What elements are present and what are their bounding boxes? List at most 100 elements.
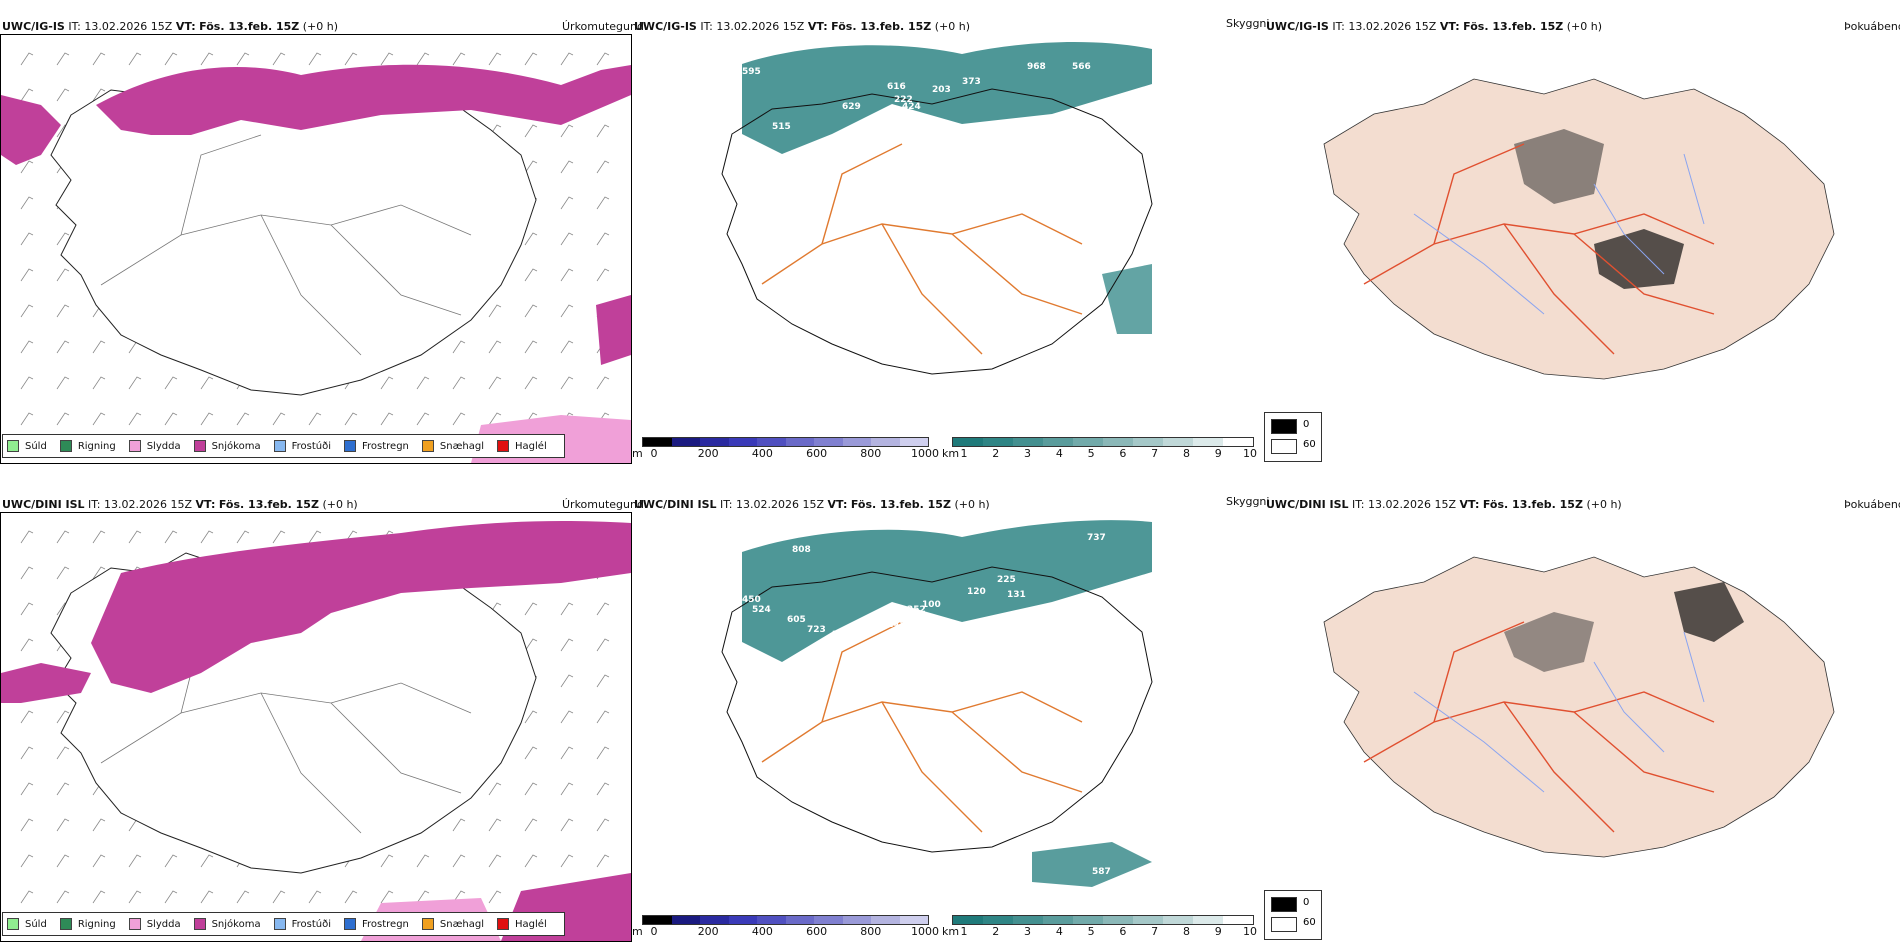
legend-swatch <box>59 440 72 452</box>
colorbar-step <box>983 438 1013 446</box>
station-visibility-label: 373 <box>962 77 981 87</box>
legend-label: Súld <box>25 440 47 452</box>
precip-map-svg <box>1 521 631 941</box>
wind-barb <box>452 890 466 904</box>
legend-swatch <box>273 440 286 452</box>
wind-barb <box>20 340 34 354</box>
wind-barb <box>20 782 34 796</box>
wind-barb <box>560 710 574 724</box>
wind-barb <box>488 304 502 318</box>
wind-barb <box>596 854 610 868</box>
colorbar-tick: 4 <box>1055 447 1063 460</box>
station-visibility-label: 616 <box>887 82 906 92</box>
colorbar-step <box>643 916 672 924</box>
wind-barb <box>344 890 358 904</box>
panel-title: Skyggni <box>1226 17 1270 30</box>
station-visibility-label: 515 <box>772 122 791 132</box>
wind-barb <box>416 854 430 868</box>
colorbar-step <box>1103 438 1133 446</box>
station-visibility-label: 450 <box>742 595 761 605</box>
colorbar-step <box>814 438 843 446</box>
wind-barb <box>56 376 70 390</box>
legend-item: Súld <box>7 918 47 930</box>
colorbar-tick: 200 <box>697 925 719 938</box>
wind-barb <box>452 818 466 832</box>
wind-barb <box>200 890 214 904</box>
legend-item: Slydda <box>128 918 181 930</box>
colorbar-tick: 9 <box>1214 925 1222 938</box>
wind-barb <box>20 602 34 616</box>
visibility-panel: UWC/DINI ISL IT: 13.02.2026 15Z VT: Fös.… <box>632 478 1269 948</box>
station-visibility-label: 629 <box>842 102 861 112</box>
colorbar-strip <box>952 437 1254 447</box>
wind-barb <box>596 160 610 174</box>
wind-barb <box>452 412 466 426</box>
legend-swatch <box>421 918 434 930</box>
colorbar-step <box>1073 438 1103 446</box>
low-vis-north <box>742 520 1152 662</box>
wind-barb <box>56 340 70 354</box>
wind-barb <box>416 412 430 426</box>
wind-barb <box>56 232 70 246</box>
precip-legend: Súld Rigning Slydda Snjókoma Frostúði Frostre… <box>2 912 565 936</box>
panel-title: Þokuábendi <box>1844 20 1900 33</box>
legend-label: Slydda <box>146 440 181 452</box>
station-visibility-label: 222 <box>894 95 913 105</box>
wind-barb <box>20 268 34 282</box>
wind-barb <box>488 52 502 66</box>
wind-barb <box>20 196 34 210</box>
station-visibility-label: 203 <box>932 85 951 95</box>
colorbar-step <box>1073 916 1103 924</box>
wind-barb <box>524 52 538 66</box>
wind-barb <box>596 124 610 138</box>
fog-index-panel: UWC/IG-IS IT: 13.02.2026 15Z VT: Fös. 13… <box>1264 0 1900 470</box>
wind-barb <box>308 530 322 544</box>
low-vis-north <box>742 42 1152 154</box>
legend-item: Frostúði <box>273 918 331 930</box>
colorbar-step <box>671 438 700 446</box>
height-colorbar: m 0 200 400 600 800 1000 <box>632 915 939 938</box>
forecast-row-dini: UWC/DINI ISL IT: 13.02.2026 15Z VT: Fös.… <box>0 478 1900 948</box>
precip-map <box>0 512 632 942</box>
colorbar-step <box>1163 438 1193 446</box>
legend-item: Snæhagl <box>421 440 484 452</box>
iceland-outline <box>721 566 1153 853</box>
legend-item: Slydda <box>128 440 181 452</box>
legend-label: Slydda <box>146 918 181 930</box>
colorbar-step <box>700 916 729 924</box>
road-network <box>100 134 472 356</box>
wind-barb <box>20 160 34 174</box>
wind-barb <box>164 854 178 868</box>
wind-barb <box>560 602 574 616</box>
legend-swatch <box>344 918 356 930</box>
station-visibility-label: 290 <box>932 627 951 637</box>
colorbar-tick: 6 <box>1119 447 1127 460</box>
wind-barb <box>236 530 250 544</box>
wind-barb <box>560 638 574 652</box>
wind-barb <box>92 412 106 426</box>
colorbar-step <box>983 916 1013 924</box>
legend-swatch <box>421 440 434 452</box>
wind-barb <box>524 818 538 832</box>
colorbar-tick: 800 <box>860 447 882 460</box>
station-visibility-label: 424 <box>902 102 921 112</box>
legend-swatch <box>59 918 72 930</box>
legend-item: Rigning <box>59 440 116 452</box>
legend-label: Frostúði <box>291 918 331 930</box>
wind-barb <box>560 854 574 868</box>
road-network <box>1363 143 1715 355</box>
legend-swatch <box>128 918 141 930</box>
fog-legend-max-swatch <box>1271 419 1297 434</box>
panel-title: Þokuábendi <box>1844 498 1900 511</box>
wind-barb <box>560 340 574 354</box>
snow-area-east <box>596 295 631 365</box>
wind-barb <box>56 268 70 282</box>
colorbar-tick: 5 <box>1087 447 1095 460</box>
wind-barb <box>20 854 34 868</box>
colorbar-tick: 10 <box>1243 447 1257 460</box>
wind-barb <box>344 52 358 66</box>
wind-barb <box>524 710 538 724</box>
road-network <box>761 621 1083 833</box>
wind-barb <box>236 52 250 66</box>
